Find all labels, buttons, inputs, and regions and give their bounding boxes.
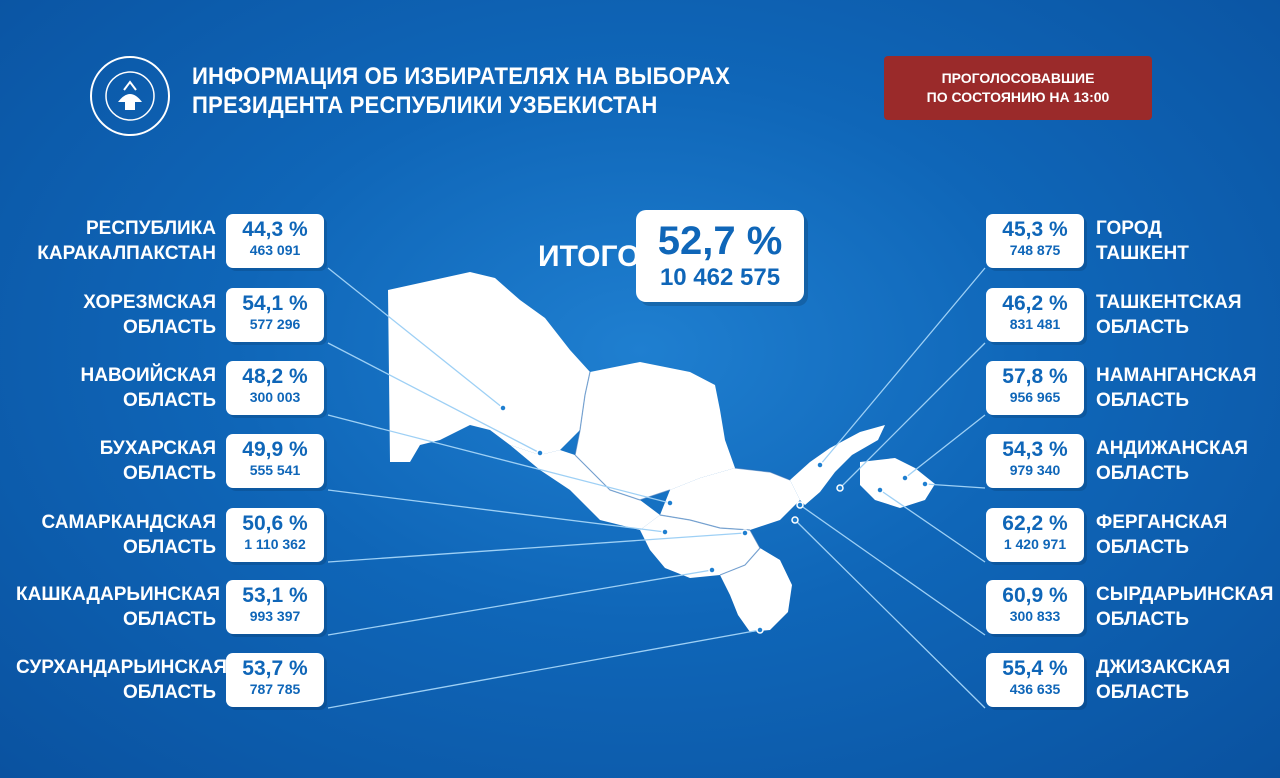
status-badge: ПРОГОЛОСОВАВШИЕ ПО СОСТОЯНИЮ НА 13:00 — [884, 56, 1152, 120]
map-shape-samarkand — [660, 468, 800, 530]
region-stat-box: 49,9 % 555 541 — [226, 434, 324, 488]
region-stat-box: 60,9 % 300 833 — [986, 580, 1084, 634]
region-name: СЫРДАРЬИНСКАЯ ОБЛАСТЬ — [1096, 584, 1274, 630]
map-shape-tashkent — [790, 425, 885, 505]
region-name: ТАШКЕНТСКАЯ ОБЛАСТЬ — [1096, 292, 1242, 338]
region-stat-box: 54,3 % 979 340 — [986, 434, 1084, 488]
region-stat-box: 53,1 % 993 397 — [226, 580, 324, 634]
region-name: ДЖИЗАКСКАЯ ОБЛАСТЬ — [1096, 657, 1231, 703]
region-name: КАШКАДАРЬИНСКАЯ ОБЛАСТЬ — [16, 584, 221, 630]
region-stat-box: 44,3 % 463 091 — [226, 214, 324, 268]
region-name: ХОРЕЗМСКАЯ ОБЛАСТЬ — [83, 292, 216, 338]
region-stat-box: 55,4 % 436 635 — [986, 653, 1084, 707]
map-shape-bukhara — [510, 445, 660, 530]
map-shape-surkhandarya — [720, 548, 792, 632]
region-stat-box: 45,3 % 748 875 — [986, 214, 1084, 268]
map-shape-navoi — [575, 362, 735, 500]
region-stat-box: 54,1 % 577 296 — [226, 288, 324, 342]
region-name: САМАРКАНДСКАЯ ОБЛАСТЬ — [41, 512, 216, 558]
status-line-1: ПРОГОЛОСОВАВШИЕ — [941, 70, 1095, 86]
region-name: РЕСПУБЛИКА КАРАКАЛПАКСТАН — [37, 218, 216, 264]
title-line-1: ИНФОРМАЦИЯ ОБ ИЗБИРАТЕЛЯХ НА ВЫБОРАХ — [192, 63, 731, 90]
title-line-2: ПРЕЗИДЕНТА РЕСПУБЛИКИ УЗБЕКИСТАН — [192, 92, 658, 119]
region-stat-box: 46,2 % 831 481 — [986, 288, 1084, 342]
region-name: ГОРОД ТАШКЕНТ — [1096, 218, 1189, 264]
total-percent: 52,7 % — [657, 219, 783, 263]
region-stat-box: 53,7 % 787 785 — [226, 653, 324, 707]
region-name: НАМАНГАНСКАЯ ОБЛАСТЬ — [1096, 365, 1257, 411]
region-stat-box: 50,6 % 1 110 362 — [226, 508, 324, 562]
region-name: ФЕРГАНСКАЯ ОБЛАСТЬ — [1096, 512, 1228, 558]
map-shape-kashkadarya — [640, 515, 760, 578]
total-count: 10 462 575 — [659, 264, 781, 291]
total-box: 52,7 % 10 462 575 — [636, 210, 804, 302]
region-name: СУРХАНДАРЬИНСКАЯ ОБЛАСТЬ — [16, 657, 228, 703]
region-name: НАВОИЙСКАЯ ОБЛАСТЬ — [80, 365, 216, 411]
region-stat-box: 57,8 % 956 965 — [986, 361, 1084, 415]
region-stat-box: 62,2 % 1 420 971 — [986, 508, 1084, 562]
map-shape-west — [388, 272, 590, 462]
total-label: ИТОГО: — [538, 240, 651, 273]
region-name: БУХАРСКАЯ ОБЛАСТЬ — [99, 438, 216, 484]
region-stat-box: 48,2 % 300 003 — [226, 361, 324, 415]
election-commission-logo — [90, 56, 170, 136]
page-title: ИНФОРМАЦИЯ ОБ ИЗБИРАТЕЛЯХ НА ВЫБОРАХ ПРЕ… — [192, 62, 730, 120]
emblem-icon — [105, 71, 155, 121]
region-name: АНДИЖАНСКАЯ ОБЛАСТЬ — [1096, 438, 1248, 484]
map-shape-fergana — [860, 458, 935, 508]
status-line-2: ПО СОСТОЯНИЮ НА 13:00 — [926, 89, 1110, 105]
